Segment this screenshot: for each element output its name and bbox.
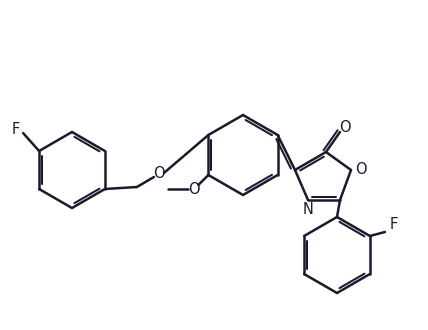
Text: O: O	[153, 166, 165, 181]
Text: O: O	[355, 162, 367, 178]
Text: O: O	[339, 120, 351, 136]
Text: F: F	[390, 217, 398, 233]
Text: N: N	[303, 203, 313, 217]
Text: F: F	[12, 121, 20, 137]
Text: O: O	[189, 182, 200, 196]
